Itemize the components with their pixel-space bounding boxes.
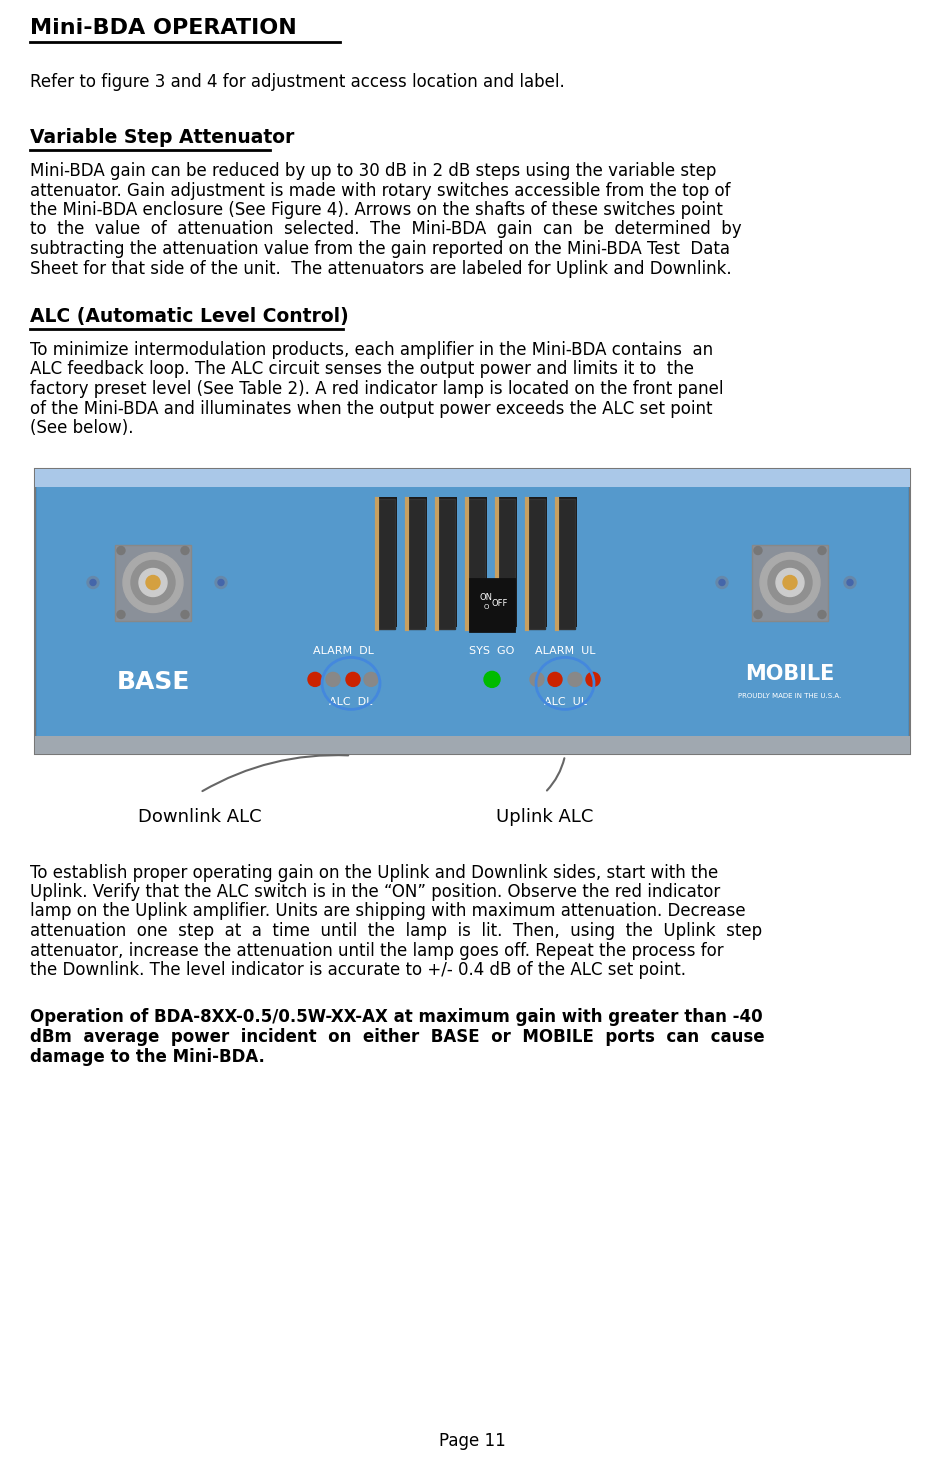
Circle shape bbox=[767, 560, 811, 605]
Text: Sheet for that side of the unit.  The attenuators are labeled for Uplink and Dow: Sheet for that side of the unit. The att… bbox=[30, 260, 731, 278]
Bar bbox=[436, 498, 454, 628]
Text: Uplink. Verify that the ALC switch is in the “ON” position. Observe the red indi: Uplink. Verify that the ALC switch is in… bbox=[30, 882, 719, 902]
Circle shape bbox=[87, 576, 99, 588]
Circle shape bbox=[90, 579, 96, 585]
Text: Mini-BDA OPERATION: Mini-BDA OPERATION bbox=[30, 18, 296, 38]
Circle shape bbox=[753, 610, 761, 618]
Bar bbox=[407, 498, 425, 628]
Circle shape bbox=[117, 610, 125, 618]
Bar bbox=[497, 498, 514, 628]
Text: ALC  DL: ALC DL bbox=[329, 698, 372, 706]
Text: ALC (Automatic Level Control): ALC (Automatic Level Control) bbox=[30, 307, 348, 327]
Text: Mini-BDA gain can be reduced by up to 30 dB in 2 dB steps using the variable ste: Mini-BDA gain can be reduced by up to 30… bbox=[30, 163, 716, 180]
Text: dBm  average  power  incident  on  either  BASE  or  MOBILE  ports  can  cause: dBm average power incident on either BAS… bbox=[30, 1029, 764, 1046]
Text: O: O bbox=[482, 605, 488, 610]
Circle shape bbox=[530, 672, 544, 686]
Circle shape bbox=[718, 579, 724, 585]
Text: of the Mini-BDA and illuminates when the output power exceeds the ALC set point: of the Mini-BDA and illuminates when the… bbox=[30, 399, 712, 417]
Text: Operation of BDA-8XX-0.5/0.5W-XX-AX at maximum gain with greater than -40: Operation of BDA-8XX-0.5/0.5W-XX-AX at m… bbox=[30, 1008, 762, 1027]
Bar bbox=[529, 497, 547, 627]
Text: ALARM  UL: ALARM UL bbox=[534, 646, 595, 656]
Circle shape bbox=[131, 560, 175, 605]
Circle shape bbox=[483, 671, 499, 687]
Text: the Mini-BDA enclosure (See Figure 4). Arrows on the shafts of these switches po: the Mini-BDA enclosure (See Figure 4). A… bbox=[30, 201, 722, 219]
Bar bbox=[379, 497, 396, 627]
Text: damage to the Mini-BDA.: damage to the Mini-BDA. bbox=[30, 1048, 264, 1066]
Circle shape bbox=[145, 575, 160, 590]
Circle shape bbox=[716, 576, 727, 588]
Circle shape bbox=[759, 553, 819, 612]
Circle shape bbox=[215, 576, 227, 588]
Bar bbox=[469, 579, 514, 631]
Text: Refer to figure 3 and 4 for adjustment access location and label.: Refer to figure 3 and 4 for adjustment a… bbox=[30, 72, 565, 92]
Bar bbox=[468, 497, 486, 627]
Circle shape bbox=[123, 553, 183, 612]
Bar bbox=[556, 498, 574, 628]
Circle shape bbox=[846, 579, 852, 585]
Circle shape bbox=[308, 672, 322, 686]
Circle shape bbox=[326, 672, 340, 686]
Text: MOBILE: MOBILE bbox=[745, 664, 834, 684]
Bar bbox=[37, 486, 907, 736]
Bar bbox=[466, 498, 484, 628]
Bar bbox=[377, 498, 395, 628]
Text: Downlink ALC: Downlink ALC bbox=[138, 808, 261, 826]
Circle shape bbox=[585, 672, 599, 686]
Circle shape bbox=[117, 547, 125, 554]
Text: the Downlink. The level indicator is accurate to +/- 0.4 dB of the ALC set point: the Downlink. The level indicator is acc… bbox=[30, 961, 685, 978]
Text: attenuation  one  step  at  a  time  until  the  lamp  is  lit.  Then,  using  t: attenuation one step at a time until the… bbox=[30, 922, 761, 940]
Text: ON: ON bbox=[479, 593, 492, 602]
Circle shape bbox=[753, 547, 761, 554]
Circle shape bbox=[818, 547, 825, 554]
Circle shape bbox=[181, 547, 189, 554]
Bar bbox=[35, 736, 909, 754]
Text: Uplink ALC: Uplink ALC bbox=[496, 808, 593, 826]
Circle shape bbox=[139, 569, 167, 597]
Text: PROUDLY MADE IN THE U.S.A.: PROUDLY MADE IN THE U.S.A. bbox=[737, 693, 841, 699]
Text: ALARM  DL: ALARM DL bbox=[312, 646, 373, 656]
Text: attenuator, increase the attenuation until the lamp goes off. Repeat the process: attenuator, increase the attenuation unt… bbox=[30, 941, 723, 959]
Circle shape bbox=[363, 672, 378, 686]
Text: Page 11: Page 11 bbox=[439, 1432, 505, 1450]
Text: (See below).: (See below). bbox=[30, 418, 133, 437]
Text: attenuator. Gain adjustment is made with rotary switches accessible from the top: attenuator. Gain adjustment is made with… bbox=[30, 182, 730, 200]
Bar bbox=[559, 497, 577, 627]
Bar bbox=[527, 498, 545, 628]
Bar bbox=[751, 544, 827, 621]
Bar bbox=[439, 497, 457, 627]
Text: Variable Step Attenuator: Variable Step Attenuator bbox=[30, 129, 295, 146]
Text: ALC  UL: ALC UL bbox=[543, 698, 586, 706]
Circle shape bbox=[346, 672, 360, 686]
Text: to  the  value  of  attenuation  selected.  The  Mini-BDA  gain  can  be  determ: to the value of attenuation selected. Th… bbox=[30, 220, 741, 238]
Circle shape bbox=[818, 610, 825, 618]
Text: OFF: OFF bbox=[491, 599, 508, 607]
Text: factory preset level (See Table 2). A red indicator lamp is located on the front: factory preset level (See Table 2). A re… bbox=[30, 380, 723, 398]
Circle shape bbox=[567, 672, 582, 686]
Text: To establish proper operating gain on the Uplink and Downlink sides, start with : To establish proper operating gain on th… bbox=[30, 863, 717, 881]
Bar bbox=[35, 469, 909, 754]
Circle shape bbox=[548, 672, 562, 686]
Text: To minimize intermodulation products, each amplifier in the Mini-BDA contains  a: To minimize intermodulation products, ea… bbox=[30, 341, 713, 359]
Text: ALC feedback loop. The ALC circuit senses the output power and limits it to  the: ALC feedback loop. The ALC circuit sense… bbox=[30, 361, 693, 378]
Bar bbox=[409, 497, 427, 627]
Bar bbox=[35, 469, 909, 486]
Text: subtracting the attenuation value from the gain reported on the Mini-BDA Test  D: subtracting the attenuation value from t… bbox=[30, 239, 729, 259]
Bar bbox=[498, 497, 516, 627]
Circle shape bbox=[775, 569, 803, 597]
Circle shape bbox=[783, 575, 796, 590]
Circle shape bbox=[181, 610, 189, 618]
Circle shape bbox=[843, 576, 855, 588]
Text: BASE: BASE bbox=[116, 670, 190, 695]
Text: lamp on the Uplink amplifier. Units are shipping with maximum attenuation. Decre: lamp on the Uplink amplifier. Units are … bbox=[30, 903, 745, 921]
Circle shape bbox=[218, 579, 224, 585]
Text: SYS  GO: SYS GO bbox=[469, 646, 514, 656]
Bar bbox=[115, 544, 191, 621]
